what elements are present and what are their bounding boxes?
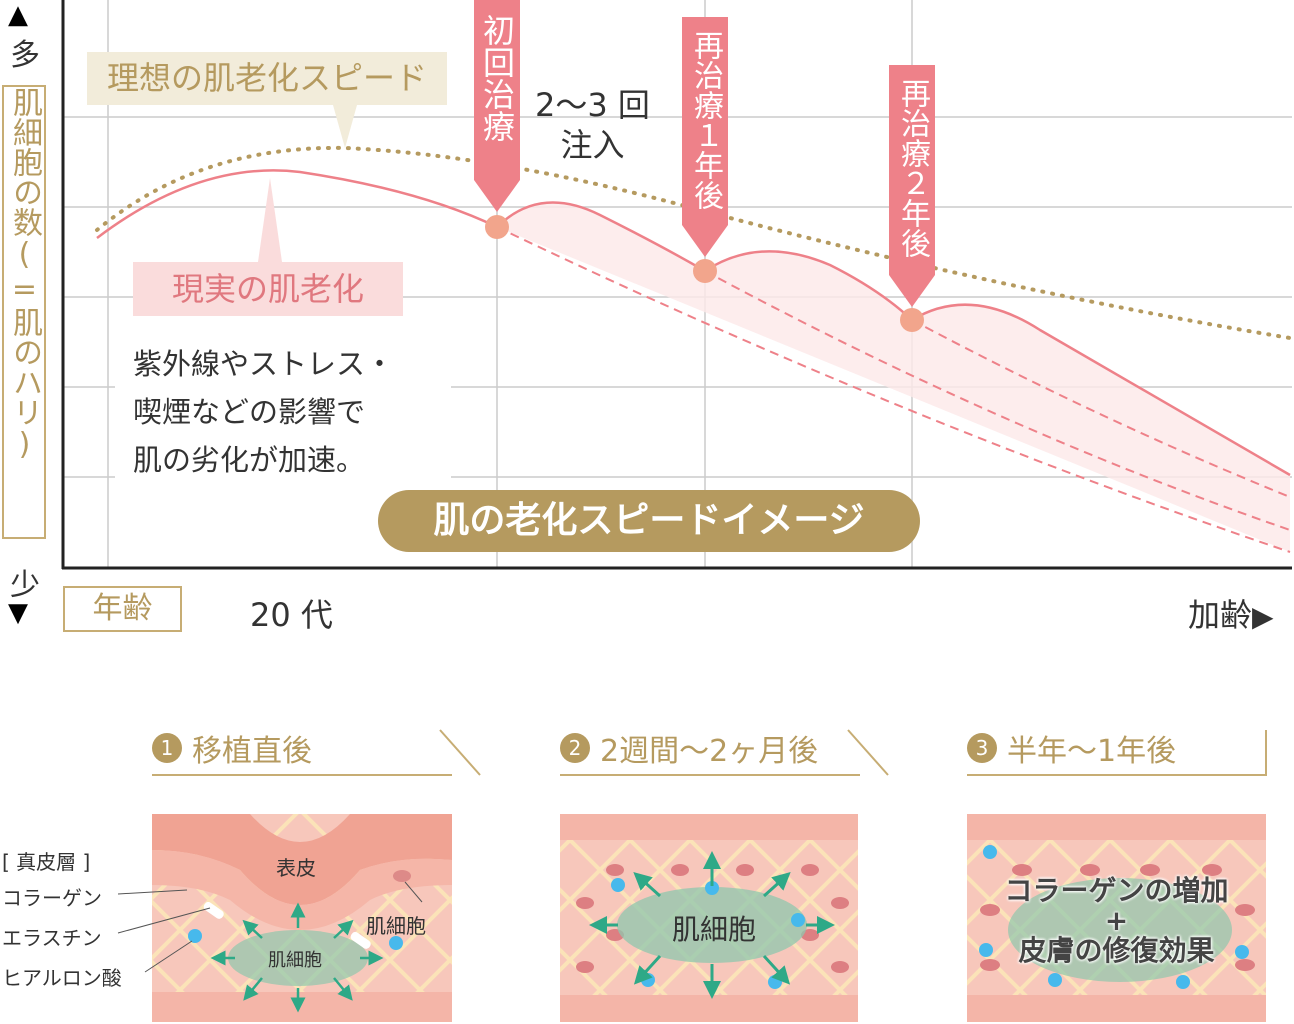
hyaluronic-acid-label: ヒアルロン酸	[2, 966, 122, 990]
chart-title-pill: 肌の老化スピードイメージ	[378, 490, 920, 552]
result-text: コラーゲンの増加 + 皮膚の修復効果	[967, 876, 1266, 966]
down-arrow-icon: ▼	[8, 598, 28, 628]
y-axis-label: 肌細胞の数(=肌のハリ)	[2, 85, 46, 539]
cause-line: 紫外線やストレス・	[133, 347, 395, 381]
marker-initial-treatment: 初回治療	[478, 14, 516, 142]
panel-1	[117, 814, 452, 1022]
skin-panels	[117, 814, 1266, 1022]
x-axis-label: 年齢	[63, 586, 182, 632]
skin-repair-text: 皮膚の修復効果	[1018, 934, 1215, 967]
right-arrow-icon: ▶	[1252, 600, 1274, 633]
up-arrow-icon: ▲	[8, 0, 28, 30]
axes	[61, 0, 1292, 570]
x-start-label: 20 代	[250, 596, 333, 634]
x-end-text: 加齢	[1188, 596, 1253, 634]
skin-cell-side-label: 肌細胞	[366, 914, 426, 938]
marker-retreatment-2yr: 再治療２年後	[895, 78, 930, 258]
elastin-label: エラスチン	[2, 926, 102, 950]
skin-cell-label: 肌細胞	[268, 950, 322, 971]
treatment-area	[497, 202, 1290, 552]
epidermis-label: 表皮	[276, 856, 316, 880]
step-number: 2	[560, 733, 590, 763]
collagen-increase-text: コラーゲンの増加	[1004, 874, 1229, 907]
x-end-label: 加齢▶	[1188, 590, 1274, 636]
treatment-points	[485, 215, 924, 332]
ideal-aging-curve	[95, 145, 1292, 340]
decline-dashed-lines	[496, 226, 1291, 553]
y-bottom-label: 少	[10, 568, 40, 603]
marker-retreatment-1yr: 再治療１年後	[688, 30, 723, 210]
cause-text: 紫外線やストレス・ 喫煙などの影響で 肌の劣化が加速。	[115, 338, 451, 486]
y-top-label: 多	[10, 38, 40, 73]
aging-chart	[61, 0, 1292, 570]
real-curve-label: 現実の肌老化	[133, 262, 403, 316]
injection-count: 2〜3 回	[535, 86, 650, 124]
plus-sign: +	[1104, 904, 1129, 937]
step-number: 1	[152, 733, 182, 763]
step-1-header: 1 移植直後	[152, 722, 452, 776]
step-3-header: 3 半年〜1年後	[967, 722, 1267, 776]
marker-banners	[474, 0, 935, 307]
skin-cell-label-2: 肌細胞	[672, 913, 757, 946]
cause-line: 肌の劣化が加速。	[133, 443, 366, 477]
collagen-label: コラーゲン	[2, 886, 102, 910]
step-number: 3	[967, 733, 997, 763]
injection-note: 2〜3 回注入	[535, 85, 650, 165]
panel-3	[967, 814, 1266, 1022]
dermis-legend-title: [ 真皮層 ]	[2, 850, 91, 874]
step-label: 半年〜1年後	[1007, 734, 1177, 769]
ideal-curve-label: 理想の肌老化スピード	[87, 52, 447, 105]
panel-2	[560, 814, 858, 1022]
step-2-header: 2 2週間〜2ヶ月後	[560, 722, 860, 776]
injection-word: 注入	[560, 126, 625, 164]
cause-line: 喫煙などの影響で	[133, 395, 366, 429]
step-label: 移植直後	[192, 734, 312, 769]
step-label: 2週間〜2ヶ月後	[600, 734, 819, 769]
step-slashes	[439, 729, 1267, 776]
